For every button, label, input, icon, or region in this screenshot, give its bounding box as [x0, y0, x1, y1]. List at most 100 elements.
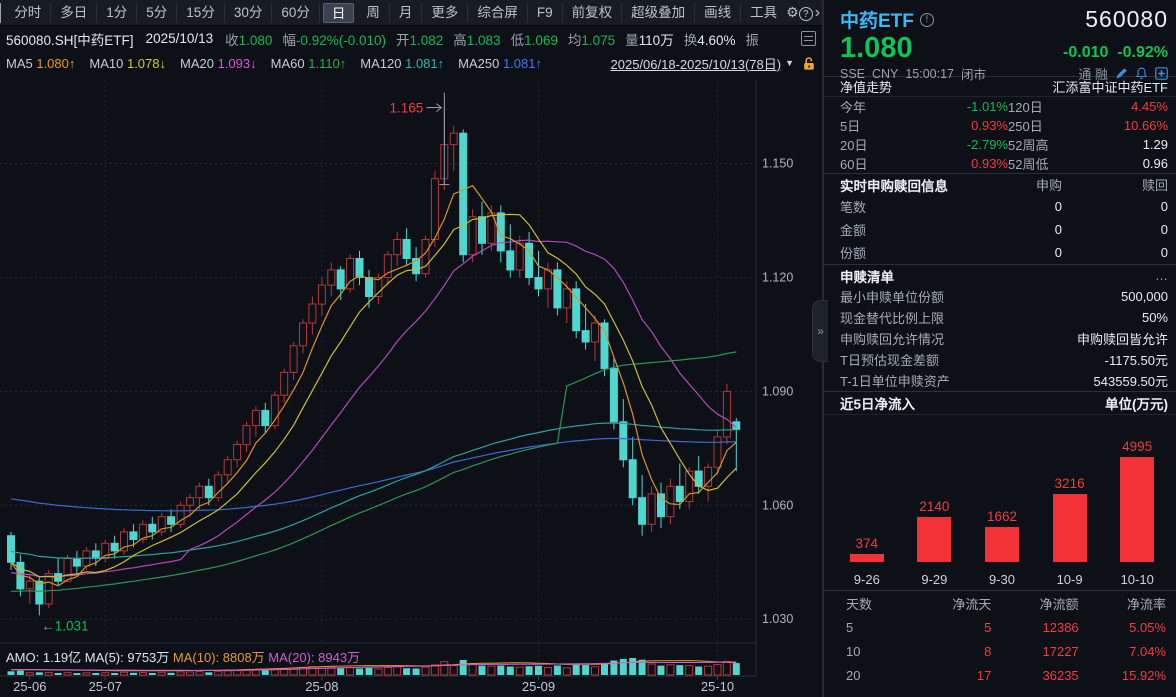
edit-icon[interactable]: [1115, 67, 1128, 80]
period-tab-1[interactable]: 分时: [5, 2, 52, 23]
subscription-list: 最小申赎单位份额 500,000 现金替代比例上限 50% 申购赎回允许情况 申购赎回皆允…: [824, 286, 1176, 391]
info-icon[interactable]: !: [919, 12, 934, 27]
period-tab-8[interactable]: 日: [322, 2, 355, 23]
flow-table-header: 天数 净流天 净流额 净流率: [846, 596, 1166, 612]
instrument-code: 560080: [1085, 6, 1168, 32]
toolbar-action-5[interactable]: 画线: [695, 2, 742, 23]
period-tab-4[interactable]: 5分: [137, 2, 178, 23]
period-tab-7[interactable]: 60分: [272, 2, 320, 23]
toolbar-action-6[interactable]: 工具: [750, 4, 778, 20]
candlestick-chart-area[interactable]: 1.150 1.120 1.090 1.060 1.030 25-06 25-07 25-08…: [0, 75, 822, 697]
market-status: 闭市: [960, 68, 986, 82]
ma-legend-ma60: MA60 1.110↑: [270, 55, 347, 71]
quote-field-振: 振: [745, 32, 759, 48]
list-row: 最小申赎单位份额 500,000: [840, 289, 1168, 305]
rt-row-金额: 金额 0 0: [840, 222, 1168, 238]
svg-text:←1.031: ←1.031: [41, 618, 88, 633]
add-icon[interactable]: [1155, 67, 1168, 80]
chevron-down-icon[interactable]: ▼: [785, 58, 794, 68]
ma-legend-ma250: MA250 1.081↑: [458, 55, 543, 71]
rt-title: 实时申购赎回信息: [840, 178, 948, 194]
list-row: 申购赎回允许情况 申购赎回皆允许: [840, 332, 1168, 347]
period-tab-2[interactable]: 多日: [51, 2, 98, 23]
quote-header: 中药ETF ! 560080 1.080 -0.010 -0.92% SSE C…: [824, 0, 1176, 82]
performance-row: 60日 0.93% 52周低 0.96: [840, 156, 1168, 172]
svg-text:25-08: 25-08: [305, 679, 338, 694]
last-price: 1.080: [840, 32, 913, 64]
toolbar-action-4[interactable]: 超级叠加: [622, 2, 696, 23]
price-change: -0.010 -0.92%: [1063, 44, 1168, 61]
performance-grid: 今年 -1.01% 120日 4.45% 5日 0.93% 250日 10.66% 20日 -2.…: [824, 97, 1176, 173]
quote-field-均: 均1.075: [567, 32, 616, 48]
period-tab-11[interactable]: 更多: [422, 2, 469, 23]
quote-field-收: 收1.080: [225, 32, 273, 48]
list-row: 现金替代比例上限 50%: [840, 310, 1168, 326]
period-tab-10[interactable]: 月: [390, 2, 423, 23]
edge-strip: [0, 2, 2, 23]
svg-text:1.060: 1.060: [762, 498, 793, 512]
nav-section-header: 净值走势 汇添富中证中药ETF: [824, 77, 1176, 97]
rt-grid: 笔数 0 0 金额 0 0 份额 0 0: [824, 195, 1176, 264]
svg-text:AMO: 1.19亿 MA(5): 9753万 MA(10): AMO: 1.19亿 MA(5): 9753万 MA(10): 8808万 MA…: [6, 650, 360, 665]
panel-collapse-handle[interactable]: »: [812, 300, 828, 362]
currency-label: CNY: [871, 66, 899, 81]
symbol-label: 560080.SH[中药ETF]: [6, 32, 134, 48]
flow-table: 5 5 12386 5.05% 10 8 17227 7.04% 20 17 36235 15.92%: [824, 615, 1176, 687]
quote-field-量: 量110万: [625, 32, 674, 48]
more-ellipsis-icon[interactable]: …: [1155, 268, 1168, 283]
period-tab-5[interactable]: 15分: [177, 2, 225, 23]
candlestick-chart[interactable]: 1.150 1.120 1.090 1.060 1.030 25-06 25-07 25-08…: [0, 75, 822, 697]
margin-badges: 通 融: [1078, 67, 1108, 82]
gear-icon[interactable]: ⚙: [786, 4, 799, 20]
quote-panel: 中药ETF ! 560080 1.080 -0.010 -0.92% SSE C…: [822, 0, 1176, 697]
date-range-link[interactable]: 2025/06/18-2025/10/13(78日): [610, 56, 782, 72]
toolbar-action-1[interactable]: 综合屏: [468, 2, 528, 23]
ma-legend-ma5: MA5 1.080↑: [6, 55, 76, 71]
period-tab-9[interactable]: 周: [357, 2, 390, 23]
period-tab-6[interactable]: 30分: [225, 2, 273, 23]
inflow-bar-9-29: 2140 9-29: [917, 499, 952, 587]
alert-bell-icon[interactable]: [1135, 67, 1148, 80]
quote-field-开: 开1.082: [395, 32, 444, 48]
toolbar-action-2[interactable]: F9: [528, 2, 563, 23]
ma-legend-ma20: MA20 1.093↓: [180, 55, 257, 71]
svg-text:25-10: 25-10: [701, 679, 734, 694]
svg-text:25-06: 25-06: [13, 679, 46, 694]
list-section-header: 申赎清单 …: [824, 264, 1176, 286]
flow-table-row: 10 8 17227 7.04%: [846, 643, 1166, 659]
instrument-name: 中药ETF: [840, 11, 914, 32]
list-row: T-1日单位申赎资产 543559.50元: [840, 374, 1168, 389]
inflow-bar-10-9: 3216 10-9: [1052, 476, 1087, 587]
chart-column: 分时 多日 1分 5分 15分 30分 60分日周月更多 综合屏 F9 前复权 超级叠加 画线 工具 …: [0, 0, 822, 697]
quote-field-换: 换4.60%: [683, 32, 736, 48]
toolbar: 分时 多日 1分 5分 15分 30分 60分日周月更多 综合屏 F9 前复权 超级叠加 画线 工具 …: [0, 0, 822, 26]
nav-title: 净值走势: [840, 80, 893, 95]
period-tab-3[interactable]: 1分: [97, 2, 138, 23]
help-icon[interactable]: ?: [798, 4, 813, 21]
svg-text:1.090: 1.090: [762, 384, 793, 398]
panel-toggle-icon[interactable]: [801, 31, 816, 46]
inflow-bar-9-26: 374 9-26: [833, 415, 901, 590]
flow-section-header: 近5日净流入 单位(万元): [824, 391, 1176, 415]
quote-field-高: 高1.083: [453, 32, 501, 48]
rt-section-header: 实时申购赎回信息 申购 赎回: [824, 173, 1176, 195]
flow-unit: 单位(万元): [1105, 397, 1168, 412]
svg-text:1.165: 1.165: [390, 101, 424, 116]
unlock-icon[interactable]: [802, 56, 816, 71]
performance-row: 今年 -1.01% 120日 4.45%: [840, 99, 1168, 115]
quote-field-幅: 幅-0.92%(-0.010): [282, 32, 386, 48]
flow-table-row: 20 17 36235 15.92%: [846, 667, 1166, 683]
chevron-right-icon[interactable]: ›: [814, 3, 821, 21]
svg-text:25-09: 25-09: [522, 679, 555, 694]
date-label: 2025/10/13: [145, 31, 214, 46]
net-inflow-bar-chart: 374 9-26 2140 9-29 1662 9-30 3216 10-9 4995 10-10: [824, 415, 1176, 591]
fund-name: 汇添富中证中药ETF: [1052, 80, 1168, 95]
quote-field-低: 低1.069: [510, 32, 558, 48]
rt-row-笔数: 笔数 0 0: [840, 199, 1168, 215]
svg-text:1.150: 1.150: [762, 157, 793, 171]
flow-title: 近5日净流入: [840, 397, 916, 412]
inflow-bar-10-10: 4995 10-10: [1120, 439, 1155, 587]
inflow-bar-9-30: 1662 9-30: [984, 509, 1019, 587]
toolbar-action-3[interactable]: 前复权: [563, 2, 623, 23]
list-title: 申赎清单: [840, 269, 894, 285]
